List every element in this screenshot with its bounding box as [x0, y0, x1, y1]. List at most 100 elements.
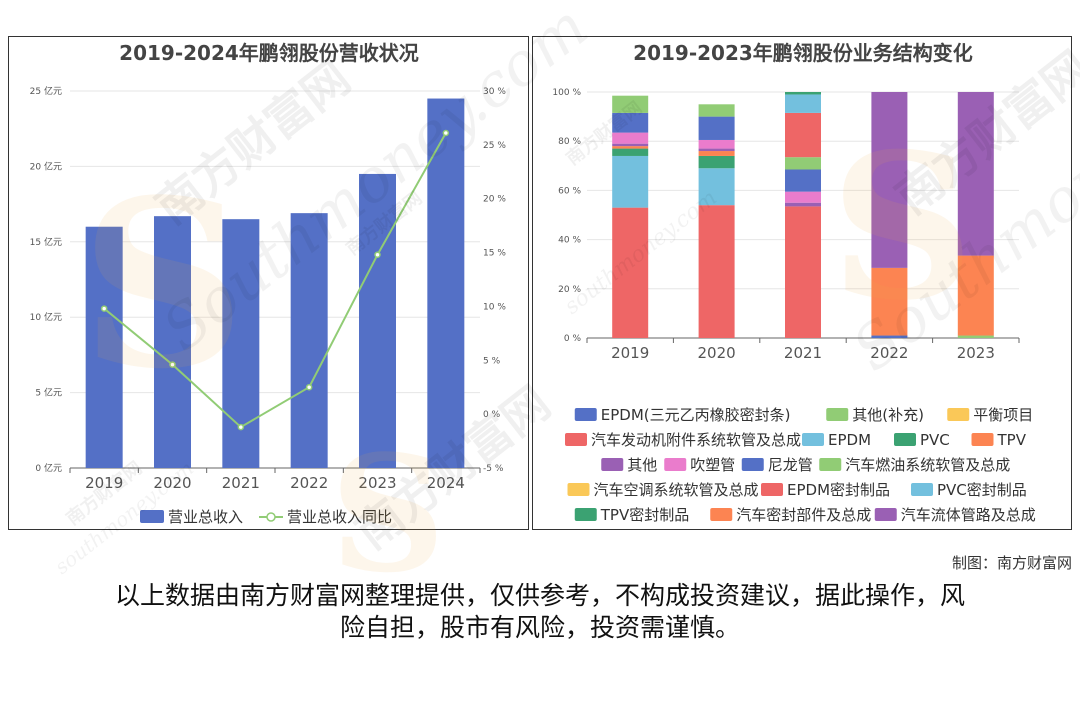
- x-tick-label: 2021: [784, 344, 822, 362]
- legend-swatch: [761, 483, 783, 496]
- y-tick-label: 0 亿元: [35, 462, 62, 474]
- y-tick-label: 0 %: [564, 334, 582, 344]
- y2-tick-label: 20 %: [483, 195, 506, 205]
- legend-label: 其他(补充): [852, 406, 924, 424]
- y2-tick-label: 30 %: [483, 87, 506, 97]
- disclaimer: 以上数据由南方财富网整理提供，仅供参考，不构成投资建议，据此操作，风 险自担，股…: [0, 580, 1080, 644]
- stack-segment: [612, 132, 649, 138]
- revenue-bar: [290, 213, 328, 468]
- legend-swatch: [874, 508, 897, 521]
- legend-swatch: [947, 408, 970, 421]
- legend-label: PVC: [920, 431, 950, 449]
- y-tick-label: 25 亿元: [30, 85, 62, 97]
- legend-label: 营业总收入同比: [287, 508, 392, 526]
- legend-label: 平衡项目: [973, 406, 1033, 424]
- stack-segment: [785, 206, 821, 338]
- legend-swatch: [819, 458, 842, 471]
- business-structure-chart: 2019-2023年鹏翎股份业务结构变化 0 % 20 % 40 % 60 % 80 % 1…: [552, 41, 1036, 524]
- y-tick-label: 20 亿元: [30, 160, 62, 172]
- legend-swatch: [574, 408, 597, 421]
- stack-segment: [698, 104, 735, 117]
- legend-swatch: [894, 433, 916, 446]
- yoy-point: [237, 423, 245, 431]
- stack-segment: [612, 112, 649, 133]
- yoy-point: [169, 361, 176, 368]
- y2-tick-label: 25 %: [483, 141, 506, 151]
- x-tick-label: 2020: [153, 474, 191, 492]
- stack-segment: [612, 155, 649, 208]
- stack-segment: [957, 255, 994, 336]
- disclaimer-line: 以上数据由南方财富网整理提供，仅供参考，不构成投资建议，据此操作，风: [114, 581, 965, 610]
- revenue-chart: 2019-2024年鹏翎股份营收状况 0 亿元 5 亿元 10 亿元 15 亿元 20 亿…: [30, 41, 507, 526]
- stack-segment: [698, 155, 735, 169]
- legend-label: EPDM密封制品: [787, 481, 890, 499]
- stack-segment: [785, 157, 821, 170]
- legend-label: TPV密封制品: [600, 506, 689, 524]
- y-tick-label: 20 %: [558, 285, 581, 295]
- legend-label: 吹塑管: [690, 456, 735, 474]
- stack-segment: [785, 94, 821, 113]
- chart-credit: 制图：南方财富网: [951, 554, 1072, 572]
- legend-label: EPDM: [828, 431, 871, 449]
- disclaimer-line: 险自担，股市有风险，投资需谨慎。: [339, 613, 740, 642]
- y2-tick-label: 15 %: [483, 249, 506, 259]
- legend-label: PVC密封制品: [937, 481, 1027, 499]
- legend-label: 汽车流体管路及总成: [901, 506, 1036, 524]
- x-tick-label: 2020: [698, 344, 736, 362]
- revenue-bar: [222, 219, 260, 468]
- legend-swatch: [664, 458, 687, 471]
- y-tick-label: 60 %: [558, 186, 581, 196]
- yoy-point: [305, 383, 313, 391]
- legend-label: 尼龙管: [768, 456, 813, 474]
- stack-segment: [785, 169, 821, 192]
- y2-tick-label: 10 %: [483, 302, 506, 312]
- legend-swatch: [601, 458, 624, 471]
- x-tick-label: 2021: [222, 474, 260, 492]
- legend-swatch: [574, 508, 597, 521]
- legend-swatch: [710, 508, 733, 521]
- legend-label: 营业总收入: [168, 508, 243, 526]
- y-tick-label: 15 亿元: [30, 236, 62, 248]
- stack-segment: [698, 151, 735, 156]
- y-tick-label: 10 亿元: [30, 311, 62, 323]
- y-tick-label: 5 亿元: [35, 387, 62, 399]
- stack-segment: [698, 139, 735, 149]
- stack-segment: [871, 267, 908, 336]
- legend-label: TPV: [997, 431, 1027, 449]
- stack-segment: [698, 148, 735, 152]
- legend-swatch: [911, 483, 933, 496]
- stack-segment: [612, 137, 649, 144]
- legend-label: 汽车密封部件及总成: [736, 506, 871, 524]
- x-tick-label: 2023: [957, 344, 995, 362]
- legend-swatch: [802, 433, 824, 446]
- stack-segment: [871, 92, 908, 268]
- x-tick-label: 2023: [358, 474, 396, 492]
- legend-label: 汽车空调系统软管及总成: [594, 481, 759, 499]
- stack-segment: [698, 168, 735, 206]
- stack-segment: [957, 335, 994, 338]
- revenue-bar: [427, 98, 465, 468]
- x-tick-label: 2019: [611, 344, 649, 362]
- x-tick-label: 2022: [290, 474, 328, 492]
- yoy-point: [100, 305, 108, 312]
- stack-segment: [612, 146, 649, 149]
- stack-segment: [612, 207, 649, 338]
- chart-title: 2019-2023年鹏翎股份业务结构变化: [633, 41, 973, 65]
- business-structure-chart-panel: 2019-2023年鹏翎股份业务结构变化 0 % 20 % 40 % 60 % 80 % 1…: [532, 36, 1072, 530]
- legend-label: 汽车发动机附件系统软管及总成: [591, 431, 801, 449]
- stack-segment: [612, 148, 649, 156]
- stack-segment: [785, 202, 821, 207]
- stack-segment: [785, 112, 821, 158]
- y-tick-label: 40 %: [558, 236, 581, 246]
- stack-segment: [698, 205, 735, 338]
- x-tick-label: 2019: [85, 474, 123, 492]
- stack-segment: [871, 335, 908, 338]
- stack-segment: [957, 92, 994, 256]
- y-tick-label: 100 %: [552, 88, 581, 98]
- yoy-line: [103, 132, 447, 429]
- legend-swatch: [567, 483, 590, 496]
- stack-segment: [698, 116, 735, 140]
- revenue-bar: [85, 226, 123, 468]
- y-tick-label: 80 %: [558, 137, 581, 147]
- legend-label: EPDM(三元乙丙橡胶密封条): [601, 406, 791, 424]
